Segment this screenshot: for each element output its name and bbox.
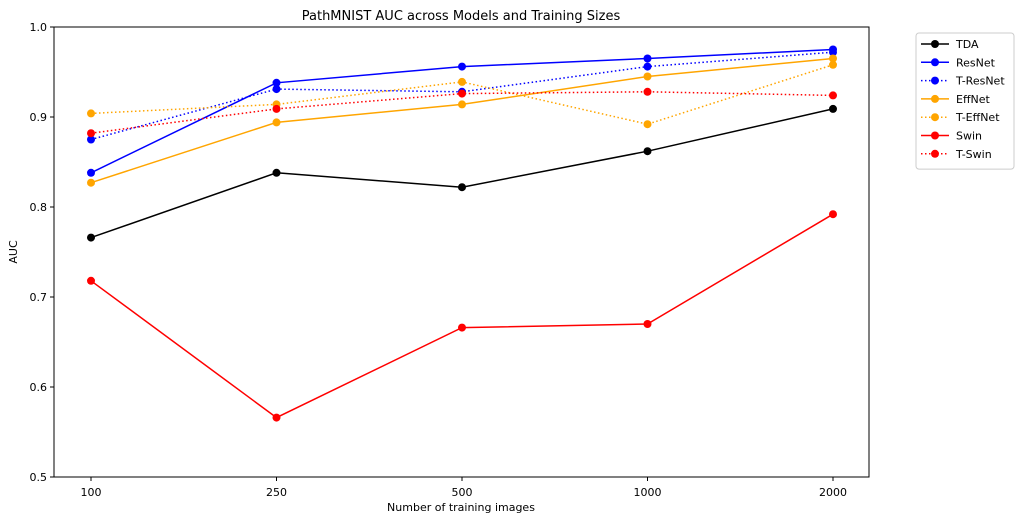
legend-swatch-marker	[931, 76, 939, 85]
data-point-t-swin	[272, 104, 281, 113]
legend-label-effnet: EffNet	[956, 93, 991, 106]
data-point-resnet	[272, 78, 281, 87]
x-axis-label: Number of training images	[387, 501, 535, 514]
legend-label-t-resnet: T-ResNet	[955, 75, 1005, 88]
data-point-t-swin	[458, 89, 466, 98]
data-point-t-effnet	[643, 120, 652, 129]
legend-label-swin: Swin	[956, 130, 982, 143]
legend-swatch-marker	[931, 58, 939, 67]
legend-swatch-marker	[931, 113, 939, 122]
data-point-resnet	[87, 168, 95, 177]
data-point-t-resnet	[272, 85, 281, 94]
data-point-tda	[272, 168, 281, 177]
data-point-swin	[643, 320, 652, 328]
chart-title: PathMNIST AUC across Models and Training…	[302, 9, 621, 24]
legend-label-t-swin: T-Swin	[955, 148, 992, 161]
data-point-swin	[87, 276, 95, 285]
data-point-tda	[643, 147, 652, 156]
y-tick-label: 0.6	[30, 381, 48, 394]
data-point-t-resnet	[643, 62, 652, 71]
data-point-swin	[829, 210, 837, 219]
x-tick-label: 250	[266, 486, 287, 499]
data-point-resnet	[458, 62, 466, 71]
x-tick-label: 500	[452, 486, 473, 499]
y-tick-label: 0.7	[30, 291, 48, 304]
y-tick-label: 0.5	[30, 471, 48, 484]
data-point-t-swin	[87, 129, 95, 138]
legend-swatch-marker	[931, 149, 939, 158]
data-point-t-swin	[829, 91, 837, 100]
legend: TDA ResNet T-ResNet EffNet T-EffNet Swin T-Swi…	[915, 32, 1015, 170]
data-point-t-effnet	[829, 60, 837, 69]
legend-swatch-marker	[931, 40, 939, 48]
x-tick-label: 100	[81, 486, 102, 499]
data-point-resnet	[643, 54, 652, 63]
y-tick-label: 0.8	[30, 201, 48, 214]
legend-label-t-effnet: T-EffNet	[955, 111, 1000, 124]
series-line-t-resnet	[90, 51, 834, 141]
legend-swatch-marker	[931, 131, 939, 140]
data-point-tda	[87, 233, 95, 242]
data-point-tda	[829, 104, 837, 113]
data-point-t-resnet	[829, 48, 837, 57]
legend-label-tda: TDA	[955, 38, 979, 51]
data-point-effnet	[458, 100, 466, 109]
y-tick-label: 0.9	[30, 111, 48, 124]
data-point-t-effnet	[87, 109, 95, 118]
data-point-t-effnet	[458, 77, 466, 86]
data-point-swin	[458, 323, 466, 332]
x-tick-label: 2000	[819, 486, 847, 499]
y-axis-label: AUC	[7, 240, 20, 264]
legend-swatch-marker	[931, 94, 939, 103]
data-point-swin	[272, 413, 281, 422]
data-point-effnet	[272, 118, 281, 127]
data-point-tda	[458, 183, 466, 192]
data-point-effnet	[87, 178, 95, 187]
data-point-t-resnet	[87, 135, 95, 144]
y-tick-label: 1.0	[30, 21, 48, 34]
x-tick-label: 1000	[634, 486, 662, 499]
data-point-t-swin	[643, 87, 652, 96]
data-point-effnet	[829, 54, 837, 63]
legend-label-resnet: ResNet	[956, 56, 996, 69]
data-point-effnet	[643, 72, 652, 81]
